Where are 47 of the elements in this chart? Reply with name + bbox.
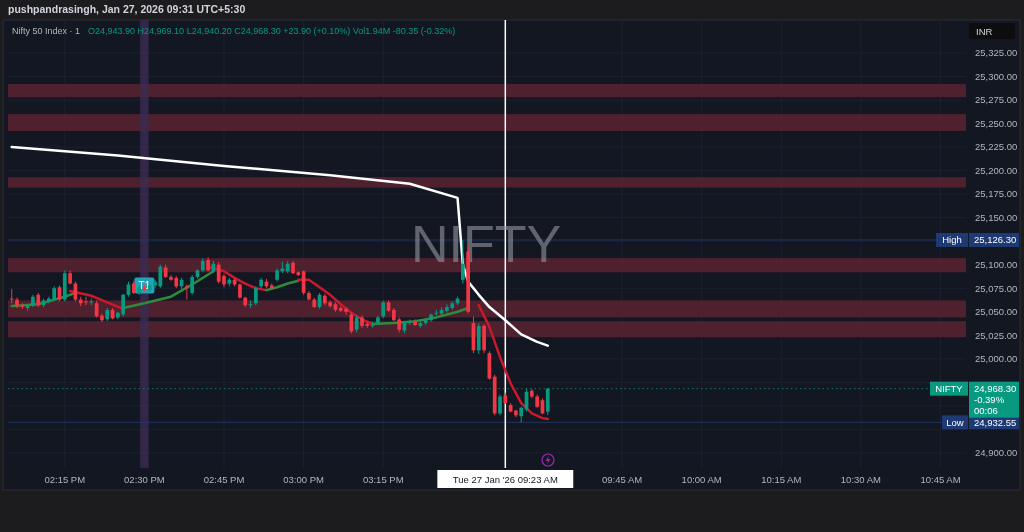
- candlestick: [254, 285, 258, 306]
- x-tick-label: 02:45 PM: [203, 473, 245, 485]
- x-tick-label: 03:00 PM: [283, 473, 325, 485]
- y-tick-label: 25,150.00: [975, 211, 1018, 223]
- ref-line-label: NIFTY: [935, 382, 964, 394]
- text: 25,126.30: [974, 234, 1017, 246]
- y-axis-title: INR: [976, 25, 993, 37]
- ref-line-label: Low: [946, 416, 964, 428]
- text: -0.39%: [974, 393, 1005, 405]
- line-series: [477, 303, 550, 421]
- y-tick-label: 25,075.00: [975, 282, 1018, 294]
- y-tick-label: 25,275.00: [975, 94, 1018, 106]
- y-tick-label: 25,225.00: [975, 141, 1018, 153]
- text: 24,932.55: [974, 416, 1017, 428]
- y-tick-label: 24,900.00: [975, 447, 1018, 459]
- ref-line-label: High: [942, 234, 962, 246]
- text: 00:06: [974, 404, 998, 416]
- text: 24,968.30: [974, 382, 1017, 394]
- x-tick-label: 02:15 PM: [44, 473, 86, 485]
- x-tick-label: 10:30 AM: [840, 473, 882, 485]
- line-series: [297, 278, 374, 326]
- candlestick: [9, 288, 14, 304]
- text: pushpandrasingh, Jan 27, 2026 09:31 UTC+5:30: [8, 3, 246, 15]
- candlestick: [498, 394, 502, 416]
- y-tick-label: 25,175.00: [975, 188, 1018, 200]
- y-tick-label: 25,250.00: [975, 117, 1018, 129]
- y-tick-label: 25,325.00: [975, 47, 1018, 59]
- line-series: [265, 279, 300, 292]
- y-tick-label: 25,025.00: [975, 329, 1018, 341]
- candlestick: [100, 313, 104, 323]
- text: Nifty 50 Index · 1: [12, 26, 81, 36]
- text: O24,943.90 H24,969.10 L24,940.20 C24,968.30 +23.90 (+0.10%) Vol1.94M -80.35 (-0.32%): [88, 26, 456, 36]
- y-tick-label: 25,300.00: [975, 70, 1018, 82]
- candlestick: [190, 274, 195, 296]
- x-tick-label: 10:45 AM: [920, 473, 961, 485]
- y-tick-label: 25,050.00: [975, 306, 1018, 318]
- x-tick-label: 09:45 AM: [602, 473, 643, 485]
- x-tick-label: Tue 27 Jan '26 09:23 AM: [452, 473, 558, 485]
- line-series: [10, 291, 77, 308]
- y-tick-label: 25,200.00: [975, 164, 1018, 176]
- x-tick-label: 10:15 AM: [761, 473, 802, 485]
- candlestick: [185, 283, 189, 301]
- y-tick-label: 25,100.00: [975, 259, 1018, 271]
- x-tick-label: 03:15 PM: [362, 473, 404, 485]
- y-tick-label: 25,000.00: [975, 353, 1018, 365]
- x-tick-label: 02:30 PM: [124, 473, 165, 485]
- x-tick-label: 10:00 AM: [681, 473, 722, 485]
